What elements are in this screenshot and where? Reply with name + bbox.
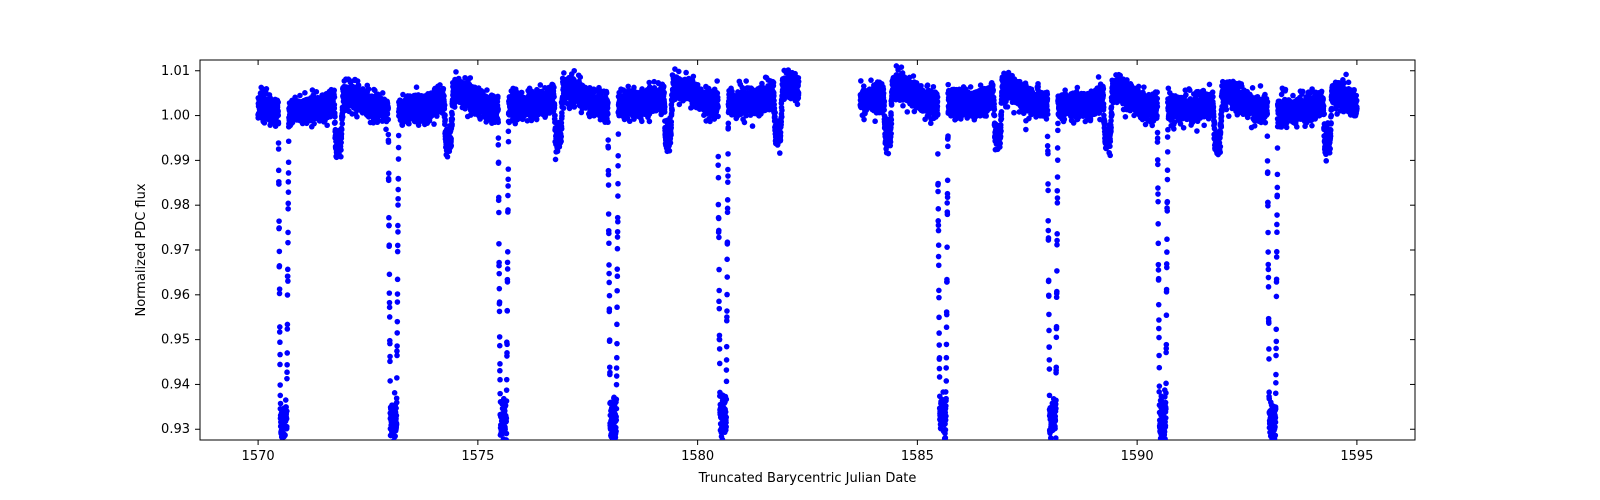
x-tick-label: 1575 bbox=[461, 449, 494, 464]
y-tick-label: 0.98 bbox=[161, 198, 190, 213]
x-tick-label: 1590 bbox=[1121, 449, 1154, 464]
light-curve-chart: 1570 1575 1580 1585 1590 1595 0.93 0.94 0.95 0.96… bbox=[0, 0, 1600, 500]
y-tick-label: 0.94 bbox=[161, 377, 190, 392]
x-axis-label: Truncated Barycentric Julian Date bbox=[698, 471, 917, 486]
y-tick-label: 1.00 bbox=[161, 109, 190, 124]
x-tick-label: 1570 bbox=[242, 449, 275, 464]
y-tick-label: 0.93 bbox=[161, 422, 190, 437]
y-tick-label: 0.95 bbox=[161, 333, 190, 348]
y-tick-label: 0.99 bbox=[161, 153, 190, 168]
y-tick-label: 0.97 bbox=[161, 243, 190, 258]
x-tick-label: 1585 bbox=[901, 449, 934, 464]
x-tick-label: 1580 bbox=[681, 449, 714, 464]
y-axis-label: Normalized PDC flux bbox=[134, 183, 149, 316]
y-tick-label: 1.01 bbox=[161, 64, 190, 79]
x-tick-label: 1595 bbox=[1340, 449, 1373, 464]
chart-svg: 1570 1575 1580 1585 1590 1595 0.93 0.94 0.95 0.96… bbox=[0, 0, 1600, 500]
y-tick-label: 0.96 bbox=[161, 288, 190, 303]
